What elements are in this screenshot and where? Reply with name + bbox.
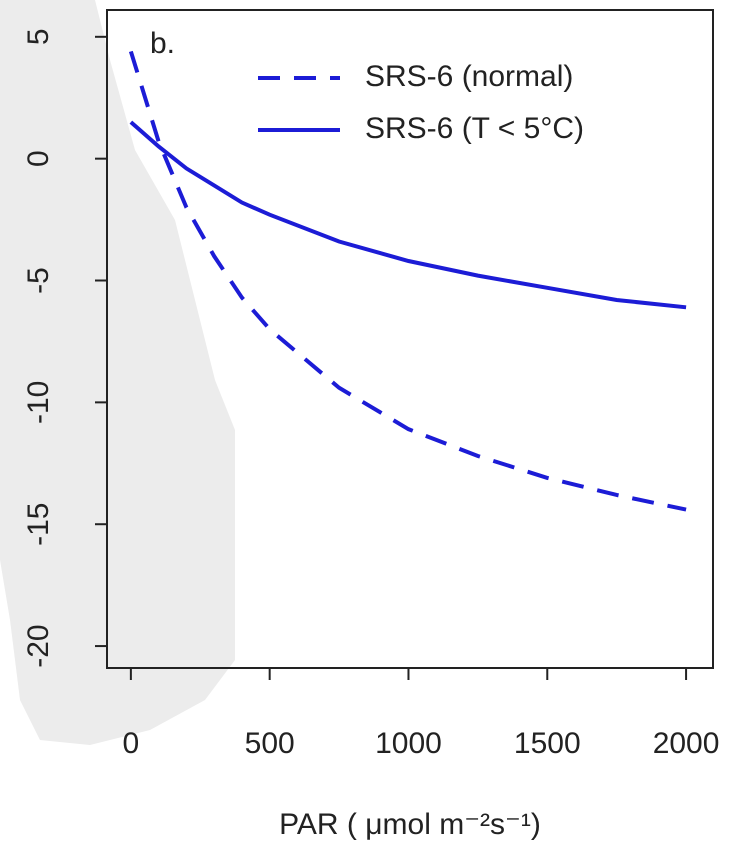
y-tick-label: -5 xyxy=(22,267,55,294)
x-tick-label: 1500 xyxy=(514,727,581,760)
legend-label: SRS-6 (T < 5°C) xyxy=(365,112,584,145)
series-line xyxy=(129,120,687,310)
x-axis-label: PAR ( μmol m⁻²s⁻¹) xyxy=(279,808,541,841)
y-tick-label: 5 xyxy=(22,28,55,45)
y-tick-label: -10 xyxy=(22,381,55,424)
y-tick-label: -20 xyxy=(22,624,55,667)
series-line xyxy=(128,50,687,512)
x-tick-label: 1000 xyxy=(375,727,442,760)
background-map xyxy=(0,0,235,745)
x-tick-label: 500 xyxy=(245,727,295,760)
y-tick-label: 0 xyxy=(22,150,55,167)
plot-frame xyxy=(106,9,714,669)
x-tick-label: 0 xyxy=(123,727,140,760)
panel-label: b. xyxy=(150,27,175,60)
x-tick-label: 2000 xyxy=(653,727,720,760)
y-tick-label: -15 xyxy=(22,503,55,546)
legend-label: SRS-6 (normal) xyxy=(365,60,573,93)
